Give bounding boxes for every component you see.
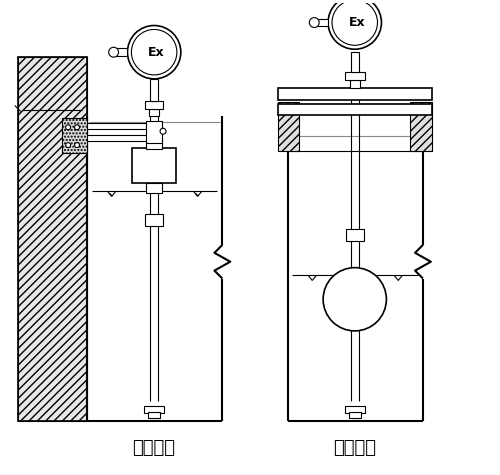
Bar xyxy=(278,88,432,100)
Circle shape xyxy=(108,47,118,57)
Bar xyxy=(410,102,432,151)
Circle shape xyxy=(74,125,80,130)
Bar xyxy=(18,57,87,421)
Bar xyxy=(148,412,160,418)
Bar xyxy=(146,122,162,143)
Bar xyxy=(345,406,364,413)
Circle shape xyxy=(332,0,378,45)
Bar xyxy=(62,118,87,153)
Bar xyxy=(149,108,159,116)
Bar xyxy=(345,72,364,80)
Bar xyxy=(288,106,423,151)
Circle shape xyxy=(160,128,166,134)
Bar xyxy=(351,52,358,72)
Bar xyxy=(145,214,163,226)
Bar xyxy=(87,124,158,129)
Bar xyxy=(150,79,158,101)
Bar xyxy=(18,57,87,421)
Bar xyxy=(146,183,162,192)
Circle shape xyxy=(323,267,386,331)
Circle shape xyxy=(128,26,181,79)
Bar xyxy=(316,19,328,27)
Bar xyxy=(87,135,158,141)
Bar xyxy=(278,104,432,115)
Bar xyxy=(349,412,360,418)
Circle shape xyxy=(310,18,319,28)
Bar xyxy=(350,80,360,88)
Bar xyxy=(145,101,163,108)
Circle shape xyxy=(66,125,70,130)
Bar xyxy=(116,48,128,56)
Circle shape xyxy=(74,142,80,148)
Text: Ex: Ex xyxy=(148,46,164,59)
Text: Ex: Ex xyxy=(348,16,365,29)
Text: 架装固定: 架装固定 xyxy=(132,438,174,456)
Bar xyxy=(144,406,164,413)
Bar xyxy=(132,148,176,183)
Text: 法兰固定: 法兰固定 xyxy=(334,438,376,456)
Bar xyxy=(278,102,299,151)
Circle shape xyxy=(132,29,177,75)
Circle shape xyxy=(328,0,382,49)
Bar xyxy=(146,139,162,149)
Circle shape xyxy=(66,142,70,148)
Bar xyxy=(346,229,364,241)
